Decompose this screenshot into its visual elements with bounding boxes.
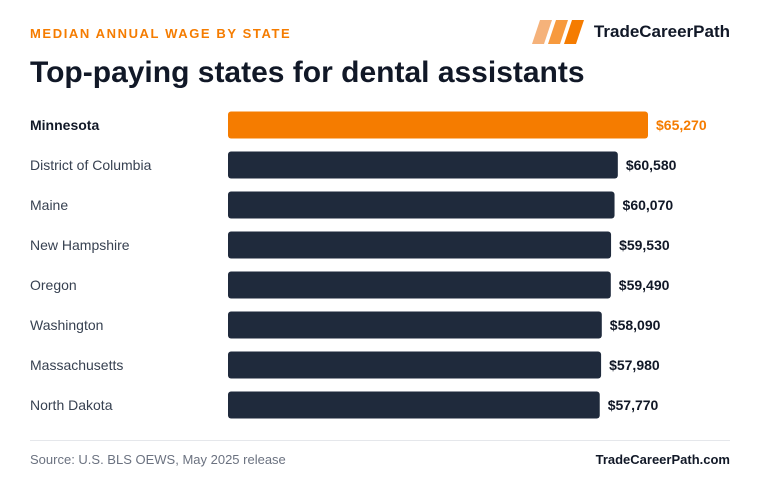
value-label: $57,980 (609, 357, 660, 373)
brand-header: TradeCareerPath (531, 20, 730, 44)
category-label: Oregon (30, 277, 77, 293)
source-note: Source: U.S. BLS OEWS, May 2025 release (30, 452, 286, 467)
category-label: District of Columbia (30, 157, 152, 173)
bar-row: District of Columbia $60,580 (30, 151, 677, 179)
value-label: $57,770 (608, 397, 659, 413)
category-label: Washington (30, 317, 103, 333)
value-label: $59,490 (619, 277, 670, 293)
category-label: New Hampshire (30, 237, 130, 253)
bar (228, 271, 611, 299)
bar-row: Minnesota $65,270 (30, 111, 707, 139)
category-label: Maine (30, 197, 68, 213)
brand-logo-icon (531, 20, 584, 44)
value-label: $59,530 (619, 237, 670, 253)
value-label: $65,270 (656, 117, 707, 133)
bar-row: Maine $60,070 (30, 191, 674, 219)
bar-row: Oregon $59,490 (30, 271, 670, 299)
chart-eyebrow: MEDIAN ANNUAL WAGE BY STATE (30, 26, 292, 41)
value-label: $60,580 (626, 157, 677, 173)
bar-chart: Minnesota $65,270 District of Columbia $60,… (30, 111, 707, 419)
value-label: $58,090 (610, 317, 661, 333)
chart-title: Top-paying states for dental assistants (30, 56, 585, 89)
footer-site-link[interactable]: TradeCareerPath.com (595, 452, 730, 467)
category-label: Minnesota (30, 117, 99, 133)
value-label: $60,070 (623, 197, 674, 213)
bar-row: Washington $58,090 (30, 311, 661, 339)
bar (228, 391, 600, 419)
brand-name: TradeCareerPath (593, 22, 730, 41)
bar-row: Massachusetts $57,980 (30, 351, 660, 379)
category-label: Massachusetts (30, 357, 123, 373)
bar (228, 151, 618, 179)
category-label: North Dakota (30, 397, 113, 413)
bar-row: New Hampshire $59,530 (30, 231, 670, 259)
bar (228, 111, 648, 139)
bar (228, 311, 602, 339)
bar (228, 191, 615, 219)
footer-divider (30, 440, 730, 441)
bar (228, 231, 612, 259)
bar (228, 351, 602, 379)
bar-row: North Dakota $57,770 (30, 391, 659, 419)
